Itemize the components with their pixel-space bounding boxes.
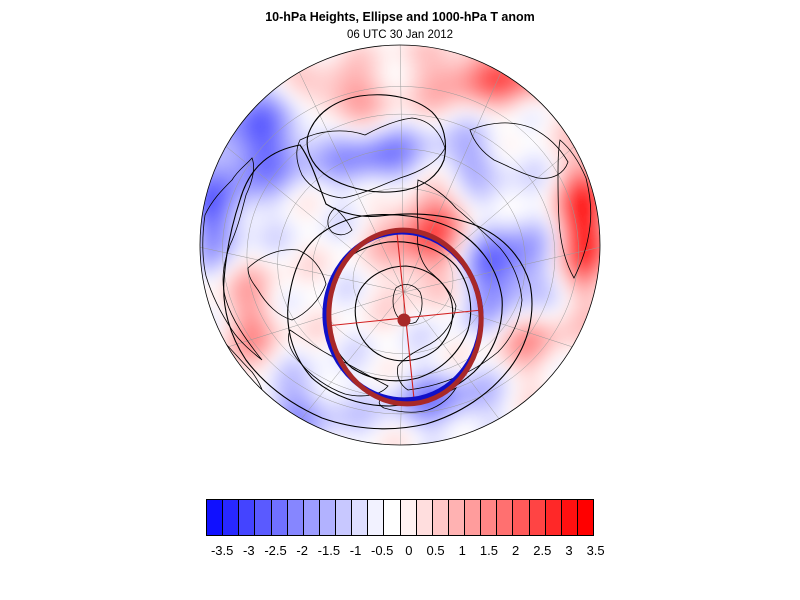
colorbar-label: 2.5	[533, 543, 552, 558]
colorbar-swatch	[577, 500, 593, 535]
chart-subtitle: 06 UTC 30 Jan 2012	[346, 29, 454, 41]
colorbar-swatch	[513, 500, 530, 535]
height-contours	[223, 94, 533, 430]
globe-outline	[199, 44, 601, 446]
meridian-line	[403, 244, 600, 293]
colorbar-label: -3	[243, 543, 255, 558]
colorbar-label: -2	[296, 543, 308, 558]
colorbar-swatch	[448, 500, 465, 535]
colorbar	[206, 499, 594, 536]
colorbar-swatch	[336, 500, 353, 535]
colorbar-label: 2	[511, 543, 520, 558]
colorbar-label: -3.5	[210, 543, 234, 558]
meridian-line	[200, 244, 405, 293]
fitted-ellipse-red	[326, 227, 484, 407]
colorbar-swatch	[207, 500, 224, 535]
colorbar-swatch	[400, 500, 417, 535]
colorbar-label: 1.5	[479, 543, 498, 558]
colorbar-label: 0.5	[426, 543, 445, 558]
meridian-line	[294, 63, 405, 293]
latitude-circle	[222, 86, 579, 415]
colorbar-swatch	[239, 500, 256, 535]
meridian-line	[403, 63, 506, 293]
colorbar-swatch	[223, 500, 240, 535]
colorbar-swatch	[352, 500, 369, 535]
latitude-circle	[277, 148, 526, 378]
colorbar-label: -1.5	[317, 543, 341, 558]
colorbar-swatch	[545, 500, 562, 535]
colorbar-label: 0	[405, 543, 413, 558]
colorbar-swatch	[465, 500, 482, 535]
colorbar-swatch	[368, 500, 385, 535]
colorbar-swatch	[384, 500, 401, 535]
colorbar-swatch	[561, 500, 578, 535]
meridian-line	[403, 291, 582, 351]
colorbar-swatch	[255, 500, 272, 535]
colorbar-label: 3.5	[586, 543, 605, 558]
meridian-line	[218, 291, 405, 351]
colorbar-label: -2.5	[264, 543, 287, 558]
colorbar-swatch	[481, 500, 498, 535]
colorbar-labels: -3.5 -3 -2.5 -2 -1.5 -1 -0.5 0 0.5 1 1.5 2 2.5 3 3.5	[0, 543, 800, 561]
colorbar-swatch	[303, 500, 320, 535]
colorbar-swatch	[529, 500, 546, 535]
map-globe	[200, 45, 600, 445]
ellipse-centroid	[397, 313, 411, 327]
coastlines	[202, 117, 592, 413]
meridian-line	[399, 45, 405, 293]
meridian-line	[217, 139, 405, 293]
colorbar-label: -0.5	[371, 543, 394, 558]
colorbar-swatch	[497, 500, 514, 535]
colorbar-swatch	[416, 500, 433, 535]
colorbar-label: 1	[458, 543, 466, 558]
graticule	[200, 45, 600, 445]
colorbar-swatch	[271, 500, 288, 535]
colorbar-swatch	[319, 500, 336, 535]
meridian-line	[403, 291, 506, 428]
colorbar-swatch	[432, 500, 449, 535]
colorbar-swatch	[287, 500, 304, 535]
chart-title: 10-hPa Heights, Ellipse and 1000-hPa T a…	[265, 10, 535, 24]
meridian-line	[403, 139, 583, 293]
meridian-line	[294, 291, 405, 428]
colorbar-label: -1	[349, 543, 362, 558]
colorbar-label: 3	[565, 543, 573, 558]
